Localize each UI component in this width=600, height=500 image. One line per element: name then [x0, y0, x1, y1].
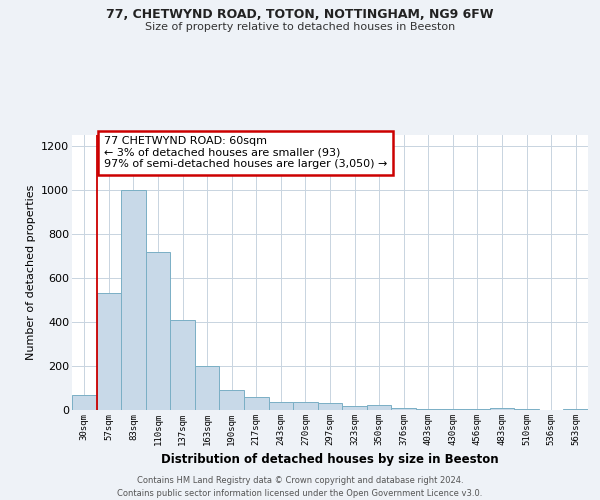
Bar: [490, 408, 514, 410]
Text: 77, CHETWYND ROAD, TOTON, NOTTINGHAM, NG9 6FW: 77, CHETWYND ROAD, TOTON, NOTTINGHAM, NG…: [106, 8, 494, 20]
Bar: [146, 252, 170, 410]
Bar: [440, 409, 465, 410]
Bar: [293, 402, 318, 410]
Bar: [416, 409, 440, 410]
Bar: [318, 404, 342, 410]
Bar: [342, 406, 367, 410]
Bar: [170, 320, 195, 410]
Bar: [195, 366, 220, 410]
Text: 77 CHETWYND ROAD: 60sqm
← 3% of detached houses are smaller (93)
97% of semi-det: 77 CHETWYND ROAD: 60sqm ← 3% of detached…: [104, 136, 388, 170]
Bar: [72, 394, 97, 410]
Text: Size of property relative to detached houses in Beeston: Size of property relative to detached ho…: [145, 22, 455, 32]
Bar: [97, 294, 121, 410]
Bar: [121, 190, 146, 410]
Bar: [244, 397, 269, 410]
Text: Contains HM Land Registry data © Crown copyright and database right 2024.
Contai: Contains HM Land Registry data © Crown c…: [118, 476, 482, 498]
Bar: [465, 409, 490, 410]
Y-axis label: Number of detached properties: Number of detached properties: [26, 185, 35, 360]
Bar: [220, 390, 244, 410]
Bar: [514, 409, 539, 410]
Bar: [367, 404, 391, 410]
Bar: [391, 408, 416, 410]
Bar: [269, 402, 293, 410]
Text: Distribution of detached houses by size in Beeston: Distribution of detached houses by size …: [161, 452, 499, 466]
